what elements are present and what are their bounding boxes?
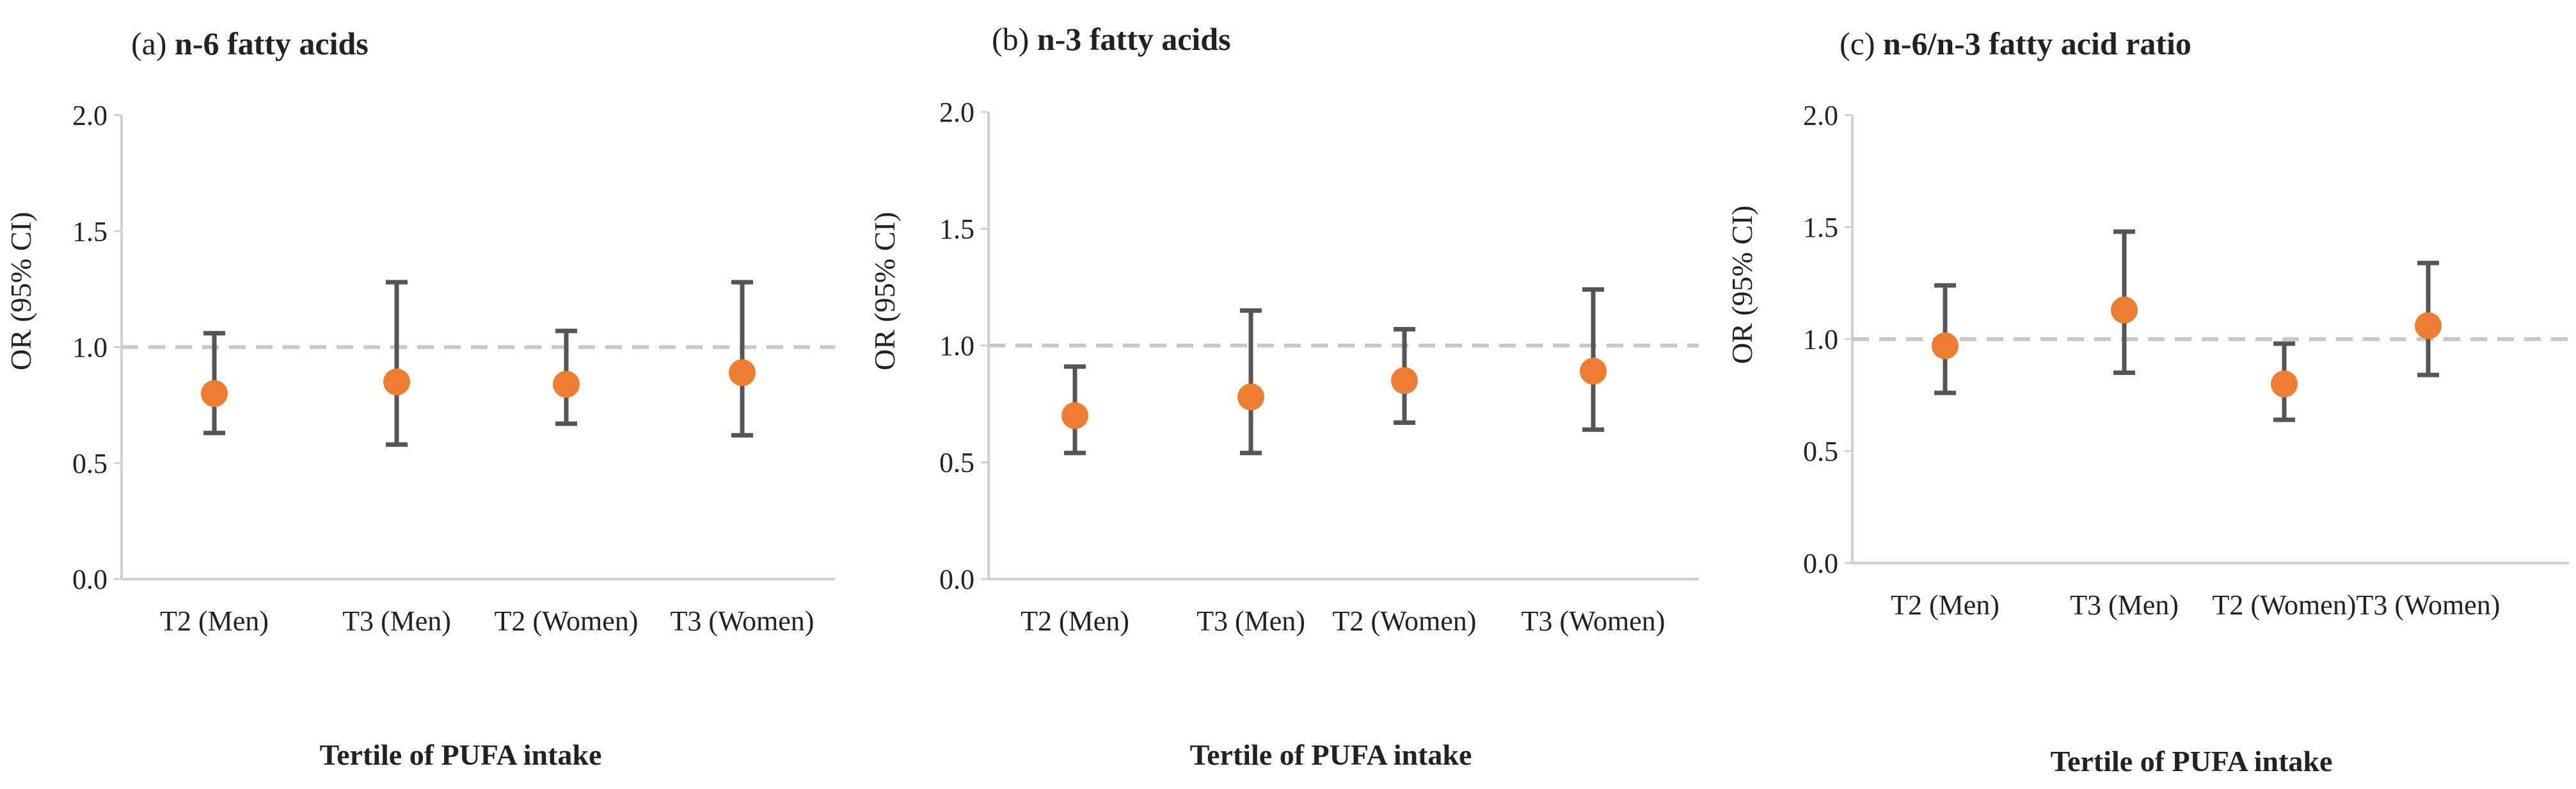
panel-b-x-tick-label: T2 (Women) <box>1333 605 1477 637</box>
panel-b-y-tick-label: 1.0 <box>939 330 974 362</box>
panel-a-x-axis-label: Tertile of PUFA intake <box>320 738 602 771</box>
panel-b-data-point <box>1061 402 1088 429</box>
panel-c-y-tick-label: 0.0 <box>1803 548 1838 579</box>
panel-c-x-tick-label: T3 (Women) <box>2357 589 2500 621</box>
panel-c-plot-area: 0.0 0.5 1.0 1.5 2.0 T2 (Men) T3 (Men) T2 (Women… <box>1803 100 2569 621</box>
panel-a-x-tick-label: T2 (Men) <box>160 605 269 637</box>
panel-c-y-tick-label: 1.5 <box>1803 212 1838 243</box>
panel-a-y-axis-label: OR (95% CI) <box>4 212 37 371</box>
panel-b-data-point <box>1580 358 1607 385</box>
panel-b-data-point <box>1391 367 1418 394</box>
panel-a: (a) n-6 fatty acids OR (95% CI) Tertile … <box>4 26 835 771</box>
panel-c-y-axis-label: OR (95% CI) <box>1726 205 1758 364</box>
panel-a-y-tick-label: 0.5 <box>72 448 107 479</box>
panel-a-y-tick-label: 0.0 <box>72 564 107 595</box>
panel-a-data-point <box>553 371 580 398</box>
panel-b-x-tick-label: T3 (Women) <box>1522 605 1666 637</box>
panel-c-y-tick-label: 0.5 <box>1803 436 1838 467</box>
panel-a-data-point <box>201 380 228 407</box>
panel-a-y-tick-label: 1.0 <box>72 332 107 363</box>
panel-c-y-tick-label: 2.0 <box>1803 100 1838 131</box>
panel-a-title: (a) n-6 fatty acids <box>131 26 369 61</box>
panel-a-plot-area: 0.0 0.5 1.0 1.5 2.0 T2 (Men) T3 (Men) T2 (Women… <box>72 100 835 637</box>
panel-c-x-axis-label: Tertile of PUFA intake <box>2051 745 2333 777</box>
panel-c-data-point <box>2415 312 2442 339</box>
panel-c-data-point <box>2271 371 2298 397</box>
panel-c: (c) n-6/n-3 fatty acid ratio OR (95% CI)… <box>1726 26 2569 777</box>
panel-b-y-tick-label: 0.0 <box>939 564 974 595</box>
panel-a-y-tick-label: 2.0 <box>72 100 107 131</box>
panel-b-y-tick-label: 0.5 <box>939 447 974 479</box>
panel-c-x-tick-label: T2 (Men) <box>1891 589 2000 621</box>
panel-b: (b) n-3 fatty acids OR (95% CI) Tertile … <box>868 21 1699 771</box>
panel-a-y-tick-label: 1.5 <box>72 216 107 247</box>
panel-c-data-point <box>1932 332 1959 360</box>
panel-c-data-point <box>2111 296 2138 324</box>
panel-c-y-tick-label: 1.0 <box>1803 324 1838 355</box>
panel-b-x-axis-label: Tertile of PUFA intake <box>1190 738 1472 771</box>
panel-a-x-tick-label: T2 (Women) <box>495 605 639 637</box>
panel-b-y-tick-label: 2.0 <box>939 97 974 128</box>
panel-c-title: (c) n-6/n-3 fatty acid ratio <box>1840 26 2191 61</box>
panel-b-y-axis-label: OR (95% CI) <box>868 212 901 371</box>
panel-b-data-point <box>1237 383 1264 411</box>
panel-a-x-tick-label: T3 (Men) <box>342 605 451 637</box>
panel-b-plot-area: 0.0 0.5 1.0 1.5 2.0 T2 (Men) T3 (Men) T2 (Women… <box>939 97 1699 637</box>
panel-b-x-tick-label: T2 (Men) <box>1021 605 1129 637</box>
panel-c-x-tick-label: T2 (Women) <box>2213 589 2357 621</box>
panel-a-data-point <box>729 359 756 387</box>
panel-b-title: (b) n-3 fatty acids <box>992 21 1231 57</box>
panel-a-data-point <box>383 368 410 395</box>
panel-b-y-tick-label: 1.5 <box>939 214 974 245</box>
panel-a-x-tick-label: T3 (Women) <box>671 605 815 637</box>
panel-c-x-tick-label: T3 (Men) <box>2070 589 2179 621</box>
panel-b-x-tick-label: T3 (Men) <box>1197 605 1305 637</box>
